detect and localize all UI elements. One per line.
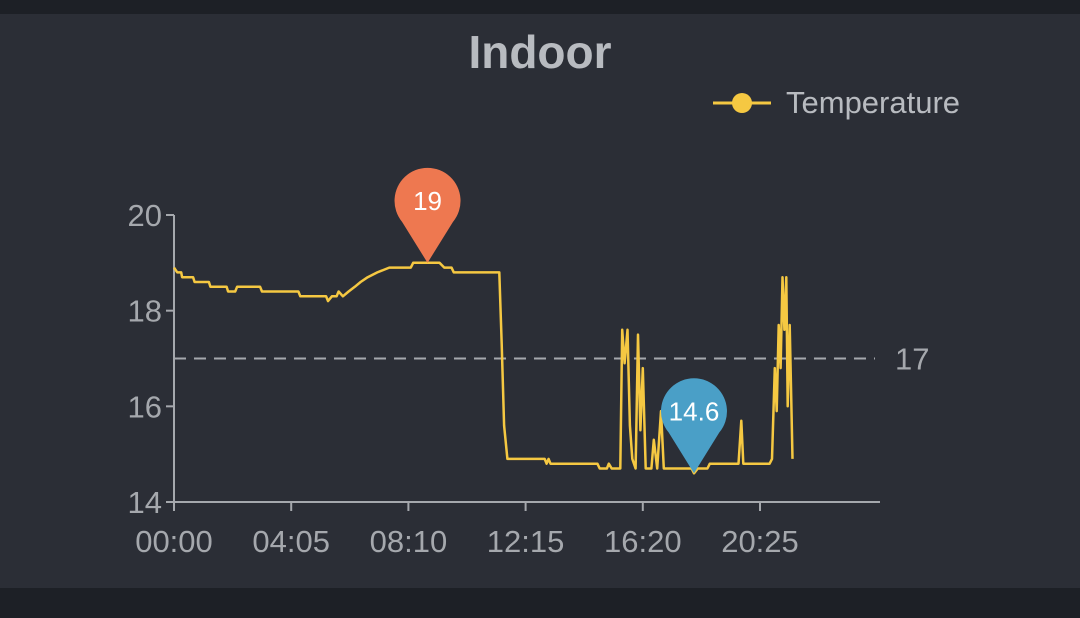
pin-label-max: 19 xyxy=(413,186,442,216)
axes: 14 16 18 20 00:00 04:05 08:10 12:15 16:20 20:25 xyxy=(128,198,880,559)
x-tick-label: 08:10 xyxy=(370,524,448,559)
legend-label-temperature: Temperature xyxy=(786,85,960,120)
reference-line-label: 17 xyxy=(895,342,929,377)
pin-label-min: 14.6 xyxy=(669,396,720,426)
y-tick-label: 16 xyxy=(128,389,162,424)
top-strip xyxy=(0,0,1080,14)
y-tick-label: 18 xyxy=(128,294,162,329)
pin-marker-min xyxy=(660,378,727,474)
pin-marker-max xyxy=(394,167,461,263)
bottom-strip xyxy=(0,588,1080,618)
reference-line: 17 xyxy=(174,342,929,377)
x-tick-label: 20:25 xyxy=(721,524,799,559)
legend-swatch-dot xyxy=(732,93,752,113)
legend: Temperature xyxy=(713,85,960,120)
markers-layer: 19 14.6 xyxy=(394,167,727,474)
y-tick-label: 20 xyxy=(128,198,162,233)
y-tick-label: 14 xyxy=(128,485,162,520)
x-tick-label: 00:00 xyxy=(135,524,213,559)
x-tick-label: 16:20 xyxy=(604,524,682,559)
series-line-temperature xyxy=(172,261,794,475)
chart-card xyxy=(0,14,1080,588)
series-layer xyxy=(172,261,794,475)
x-tick-label: 04:05 xyxy=(252,524,330,559)
x-tick-label: 12:15 xyxy=(487,524,565,559)
chart-title: Indoor xyxy=(468,26,611,78)
